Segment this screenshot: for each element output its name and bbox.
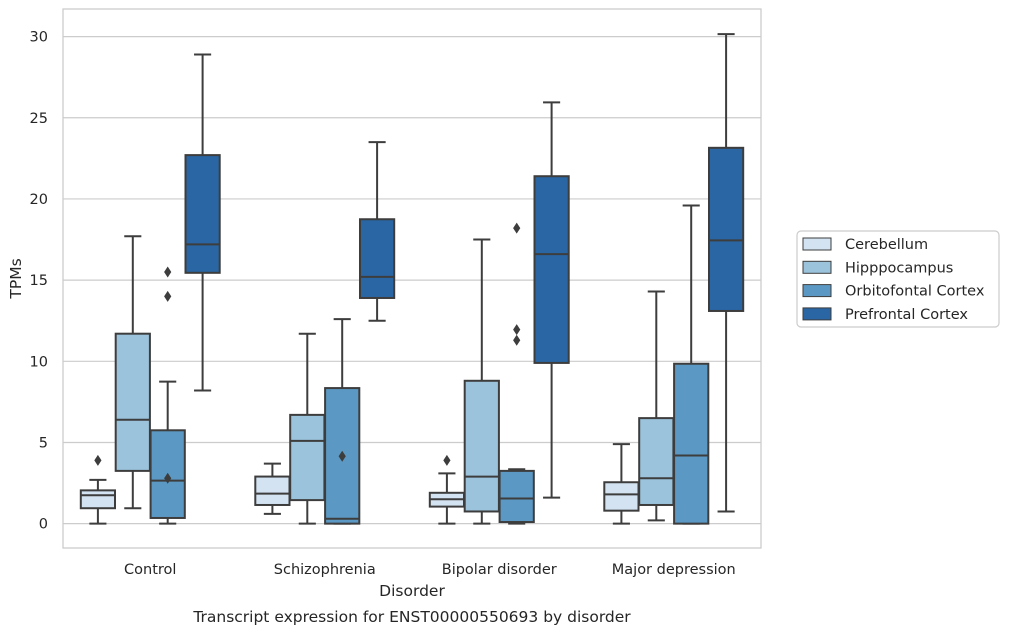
y-tick-label: 15 — [30, 273, 48, 289]
x-tick-label: Schizophrenia — [274, 562, 376, 578]
legend-swatch — [802, 307, 832, 321]
outlier-point — [513, 324, 521, 336]
box-iqr — [79, 489, 117, 510]
box-prefrontal-cortex-3 — [707, 33, 745, 513]
box-iqr — [463, 379, 500, 513]
outlier-point — [164, 266, 172, 278]
box-hipppocampus-2 — [463, 238, 500, 525]
y-tick-label: 20 — [30, 192, 48, 208]
box-iqr — [184, 154, 221, 274]
legend-frame — [796, 230, 1000, 328]
legend-swatch — [802, 260, 832, 274]
y-tick-label: 5 — [39, 435, 48, 451]
box-orbitofontal-cortex-2 — [498, 222, 535, 525]
box-prefrontal-cortex-1 — [358, 141, 396, 322]
x-tick-label: Bipolar disorder — [442, 562, 557, 578]
box-iqr — [358, 218, 396, 299]
box-groups — [79, 33, 745, 525]
y-tick-label: 10 — [30, 354, 48, 370]
outlier-point — [94, 454, 102, 466]
plot-area-frame — [62, 8, 762, 549]
outlier-point — [513, 334, 521, 346]
box-iqr — [533, 175, 570, 364]
box-cerebellum-1 — [254, 462, 291, 515]
x-axis-ticks: Control Schizophrenia Bipolar disorder Majo… — [124, 562, 736, 578]
y-axis-ticks: 0 5 10 15 20 25 30 — [30, 30, 48, 533]
y-tick-label: 25 — [30, 111, 48, 127]
box-prefrontal-cortex-2 — [533, 101, 570, 499]
box-iqr — [114, 332, 151, 472]
box-orbitofontal-cortex-3 — [673, 204, 710, 525]
box-iqr — [254, 475, 291, 506]
outlier-point — [513, 222, 521, 234]
box-orbitofontal-cortex-1 — [324, 318, 361, 525]
box-cerebellum-2 — [428, 454, 466, 525]
legend-swatch — [802, 237, 832, 251]
legend: Cerebellum Hipppocampus Orbitofontal Corte… — [796, 230, 1000, 328]
outlier-point — [338, 450, 346, 462]
x-axis-label: Disorder — [379, 582, 445, 600]
outlier-point — [443, 454, 451, 466]
legend-label: Orbitofontal Cortex — [845, 284, 985, 300]
box-cerebellum-3 — [603, 443, 640, 525]
legend-label: Hipppocampus — [845, 260, 953, 276]
box-cerebellum-0 — [79, 454, 117, 525]
box-hipppocampus-0 — [114, 235, 151, 510]
y-tick-label: 30 — [30, 30, 48, 46]
legend-swatch — [802, 284, 832, 298]
box-iqr — [638, 417, 675, 506]
legend-label: Cerebellum — [845, 237, 928, 253]
box-orbitofontal-cortex-0 — [149, 266, 186, 525]
chart-caption: Transcript expression for ENST0000055069… — [192, 608, 631, 626]
x-tick-label: Control — [124, 562, 176, 578]
box-iqr — [603, 481, 640, 512]
box-iqr — [289, 413, 326, 502]
box-iqr — [673, 362, 710, 525]
box-hipppocampus-1 — [289, 332, 326, 525]
box-prefrontal-cortex-0 — [184, 53, 221, 392]
outlier-point — [164, 290, 172, 302]
box-hipppocampus-3 — [638, 290, 675, 522]
legend-label: Prefrontal Cortex — [845, 307, 968, 323]
outlier-point — [164, 472, 172, 484]
box-iqr — [707, 146, 745, 312]
y-tick-label: 0 — [39, 517, 48, 533]
x-tick-label: Major depression — [612, 562, 736, 578]
y-axis-label: TPMs — [7, 258, 25, 299]
box-iqr — [498, 469, 535, 524]
